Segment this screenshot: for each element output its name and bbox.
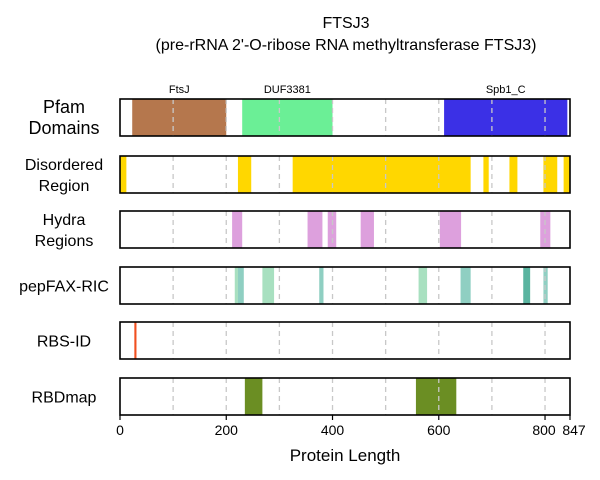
rbs-id-segment [134,322,137,359]
chart-title: FTSJ3 [322,15,369,32]
domain-label: FtsJ [169,84,190,96]
disordered-region-segment [483,156,489,193]
pfam-domains-segment [242,99,333,136]
pepfax-ric-segment [523,267,531,304]
disordered-region-segment [509,156,518,193]
x-tick-label: 0 [116,422,124,438]
x-tick-label: 800 [532,422,556,438]
domain-label: Spb1_C [486,84,526,96]
pepfax-ric-frame [119,266,571,305]
track-rbdmap: RBDmap [32,377,571,416]
rbdmap-segment [415,378,457,415]
rbs-id-frame [119,321,571,360]
track-label: Disordered [25,157,103,174]
track-label: Hydra [43,212,86,229]
x-axis-label: Protein Length [290,446,401,465]
domain-label: DUF3381 [264,84,311,96]
track-rbs-id: RBS-ID [37,321,571,360]
rbdmap-segment [244,378,263,415]
x-tick-label: 600 [427,422,451,438]
disordered-region-segment [120,156,127,193]
hydra-regions-segment [360,211,374,248]
disordered-region-segment [292,156,471,193]
pepfax-ric-segment [234,267,238,304]
chart-subtitle: (pre-rRNA 2'-O-ribose RNA methyltransfer… [156,37,537,54]
x-tick-label: 400 [321,422,345,438]
track-disordered-region: Disordered Region [25,155,571,195]
pepfax-ric-segment [418,267,428,304]
hydra-regions-segment [439,211,462,248]
x-tick-label: 200 [215,422,239,438]
track-label: Region [39,178,90,195]
track-label: Regions [35,233,94,250]
pfam-domains-segment [132,99,227,136]
hydra-regions-frame [119,210,571,249]
track-label: RBDmap [32,390,97,407]
hydra-regions-segment [307,211,323,248]
track-hydra-regions: Hydra Regions [35,210,571,250]
x-tick-label: 847 [562,422,586,438]
track-label: RBS-ID [37,334,91,351]
rbdmap-frame [119,377,571,416]
pfam-domains-segment [444,99,568,136]
pepfax-ric-segment [460,267,471,304]
x-axis: 0 200 400 600 800 847 [116,415,586,438]
pepfax-ric-segment [262,267,275,304]
disordered-region-segment [563,156,570,193]
disordered-region-segment [237,156,252,193]
track-label: Domains [28,118,99,138]
pfam-domains-frame [119,98,571,137]
pepfax-ric-segment [237,267,244,304]
pepfax-ric-segment [319,267,324,304]
track-label: Pfam [43,97,85,117]
hydra-regions-segment [232,211,243,248]
disordered-region-frame [119,155,571,194]
disordered-region-segment [543,156,558,193]
track-label: pepFAX-RIC [19,279,109,296]
track-pepfax-ric: pepFAX-RIC [19,266,571,305]
